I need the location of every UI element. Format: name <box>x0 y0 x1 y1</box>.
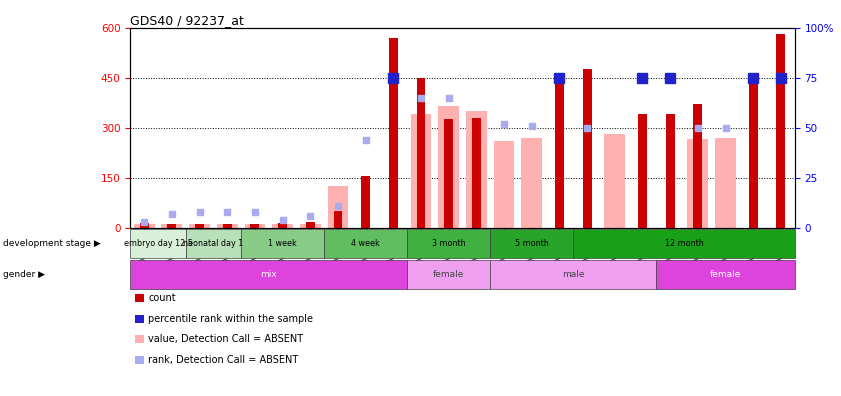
Text: male: male <box>562 270 584 279</box>
Text: GDS40 / 92237_at: GDS40 / 92237_at <box>130 13 244 27</box>
Bar <box>748 78 758 228</box>
Bar <box>715 138 736 228</box>
Text: gender ▶: gender ▶ <box>3 270 45 279</box>
Bar <box>272 225 293 228</box>
Bar <box>444 119 453 228</box>
Bar <box>416 78 426 228</box>
Bar <box>300 225 320 228</box>
Bar <box>161 225 182 228</box>
Bar <box>776 34 785 228</box>
Bar <box>472 118 481 228</box>
Bar <box>245 225 265 228</box>
Bar <box>389 38 398 228</box>
Bar <box>687 139 708 228</box>
Text: 1 week: 1 week <box>268 239 297 248</box>
Bar <box>410 114 431 228</box>
Bar <box>555 74 563 228</box>
Text: 5 month: 5 month <box>515 239 548 248</box>
Bar <box>189 225 210 228</box>
Text: value, Detection Call = ABSENT: value, Detection Call = ABSENT <box>148 334 303 345</box>
Text: rank, Detection Call = ABSENT: rank, Detection Call = ABSENT <box>148 355 299 365</box>
Bar <box>494 141 515 228</box>
Bar <box>306 222 315 228</box>
Bar <box>583 69 591 228</box>
Bar <box>362 176 370 228</box>
Bar <box>217 225 238 228</box>
Bar <box>140 223 149 228</box>
Text: embryo day 12.5: embryo day 12.5 <box>124 239 193 248</box>
Text: female: female <box>433 270 464 279</box>
Text: development stage ▶: development stage ▶ <box>3 239 101 248</box>
Text: count: count <box>148 293 176 303</box>
Bar <box>334 211 342 228</box>
Text: female: female <box>710 270 741 279</box>
Bar <box>466 111 487 228</box>
Bar <box>694 105 702 228</box>
Bar <box>134 225 155 228</box>
Bar <box>167 224 177 228</box>
Text: 3 month: 3 month <box>432 239 466 248</box>
Bar <box>278 223 287 228</box>
Text: 12 month: 12 month <box>664 239 703 248</box>
Bar <box>521 138 542 228</box>
Bar <box>605 134 625 228</box>
Text: neonatal day 1: neonatal day 1 <box>183 239 244 248</box>
Bar <box>438 106 459 228</box>
Text: percentile rank within the sample: percentile rank within the sample <box>148 314 313 324</box>
Bar <box>251 224 259 228</box>
Text: 4 week: 4 week <box>352 239 380 248</box>
Bar <box>328 186 348 228</box>
Bar <box>195 224 204 228</box>
Bar <box>638 114 647 228</box>
Bar <box>223 225 231 228</box>
Text: mix: mix <box>261 270 278 279</box>
Bar <box>666 114 674 228</box>
